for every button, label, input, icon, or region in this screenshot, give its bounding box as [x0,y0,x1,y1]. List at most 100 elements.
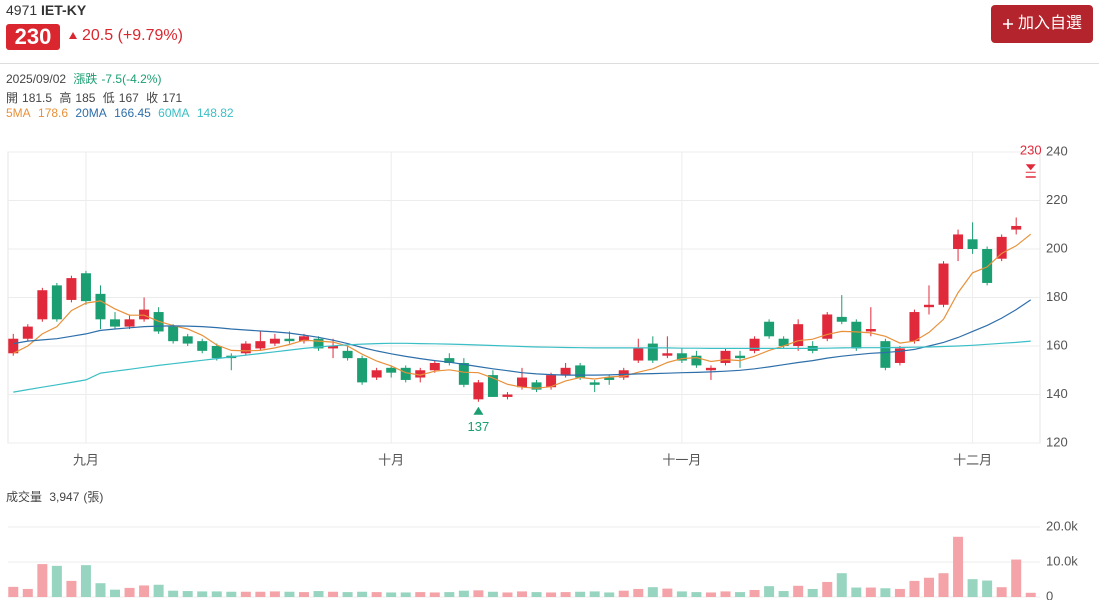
candle-body [37,290,48,320]
info-date-row: 2025/09/02 漲跌 -7.5(-4.2%) [6,70,165,87]
min-marker [473,406,484,415]
volume-bar [967,579,978,597]
y-tick-label: 120 [1046,434,1068,449]
candle-body [22,326,33,339]
candle-body [822,314,833,339]
low-label: 低 [102,91,115,105]
volume-bar [793,585,804,597]
candle-body [531,382,542,390]
volume-bar [865,587,876,597]
code: 4971 [6,2,38,18]
candle-body [298,336,309,342]
candle-body [923,304,934,308]
volume-bar [328,591,339,597]
volume-bar [386,592,397,597]
candle-body [487,375,498,397]
volume-bar [415,592,426,597]
candle-body [778,338,789,346]
volume-bar [371,592,382,597]
ma-name: 60MA [158,106,190,120]
volume-bar [226,591,237,597]
volume-bar [546,592,557,597]
volume-bar [22,588,33,597]
candle-body [400,367,411,380]
volume-bar [51,565,62,597]
change: 20.5 [82,27,114,44]
candle-body [473,382,484,400]
candle-body [328,346,339,349]
candle-body [953,234,964,249]
volume-bar [269,591,280,597]
volume-bar [1011,559,1022,597]
candle-body [705,367,716,371]
candle-body [735,355,746,359]
volume-bar [182,591,193,597]
volume-bar [749,590,760,597]
x-tick-label: 九月 [73,452,99,467]
ma-value: 148.82 [196,106,234,120]
change-label: 漲跌 [73,72,98,86]
volume-bar [400,592,411,597]
candle-body [691,355,702,366]
low: 167 [118,91,139,105]
volume-bar [938,573,949,597]
candle-body [851,321,862,349]
candle-body [560,367,571,376]
ma-value: 166.45 [114,106,151,120]
candle-body [386,367,397,373]
volume-bar [705,592,716,597]
min-label: 137 [468,419,490,434]
ma-value: 178.6 [38,106,69,120]
candle-body [662,353,673,356]
volume-bar [822,581,833,597]
volume-bar [487,591,498,597]
volume-bar [124,587,135,597]
candle-body [865,329,876,332]
volume-bar [197,591,208,597]
candle-body [836,316,847,322]
candle-body [749,338,760,351]
volume-bar [95,583,106,597]
candle-body [1025,176,1036,178]
ma-name: 20MA [75,106,107,120]
candle-body [182,336,193,344]
candle-body [909,312,920,342]
candle-body [502,394,513,397]
volume-bar [1025,592,1036,597]
candle-body [604,377,615,380]
volume-bar [662,588,673,597]
volume-label: 成交量 [6,490,43,504]
volume-bar [342,592,353,597]
volume-bar [923,577,934,597]
volume-bar [982,580,993,597]
volume-bar [589,591,600,597]
volume-bar [502,592,513,597]
candle-body [66,278,77,300]
candle-body [284,338,295,342]
candle-body [357,358,368,383]
info-ohlc-row: 開 181.5 高 185 低 167 收 171 [6,89,186,106]
volume-info: 成交量 3,947 (張) [6,488,107,505]
y-tick-label: 160 [1046,337,1068,352]
volume-bar [894,588,905,597]
volume-bar [66,580,77,597]
volume-bar [676,591,687,597]
candle-body [647,343,658,361]
x-tick-label: 十月 [378,452,404,467]
volume-bar [517,591,527,597]
volume: 3,947 [49,490,80,504]
candle-body [255,341,266,349]
y-tick-label: 200 [1046,240,1068,255]
watchlist-button[interactable]: 加入自選 [991,5,1093,43]
candle-body [996,236,1007,259]
candle-body [342,350,353,359]
candle-body [793,324,804,346]
volume-bar [764,586,775,597]
separator [0,63,1099,64]
candle-body [371,370,382,378]
volume-bar [80,565,91,597]
y-tick-label: 140 [1046,386,1068,401]
volume-bar [618,590,629,597]
candle-body [938,263,949,305]
